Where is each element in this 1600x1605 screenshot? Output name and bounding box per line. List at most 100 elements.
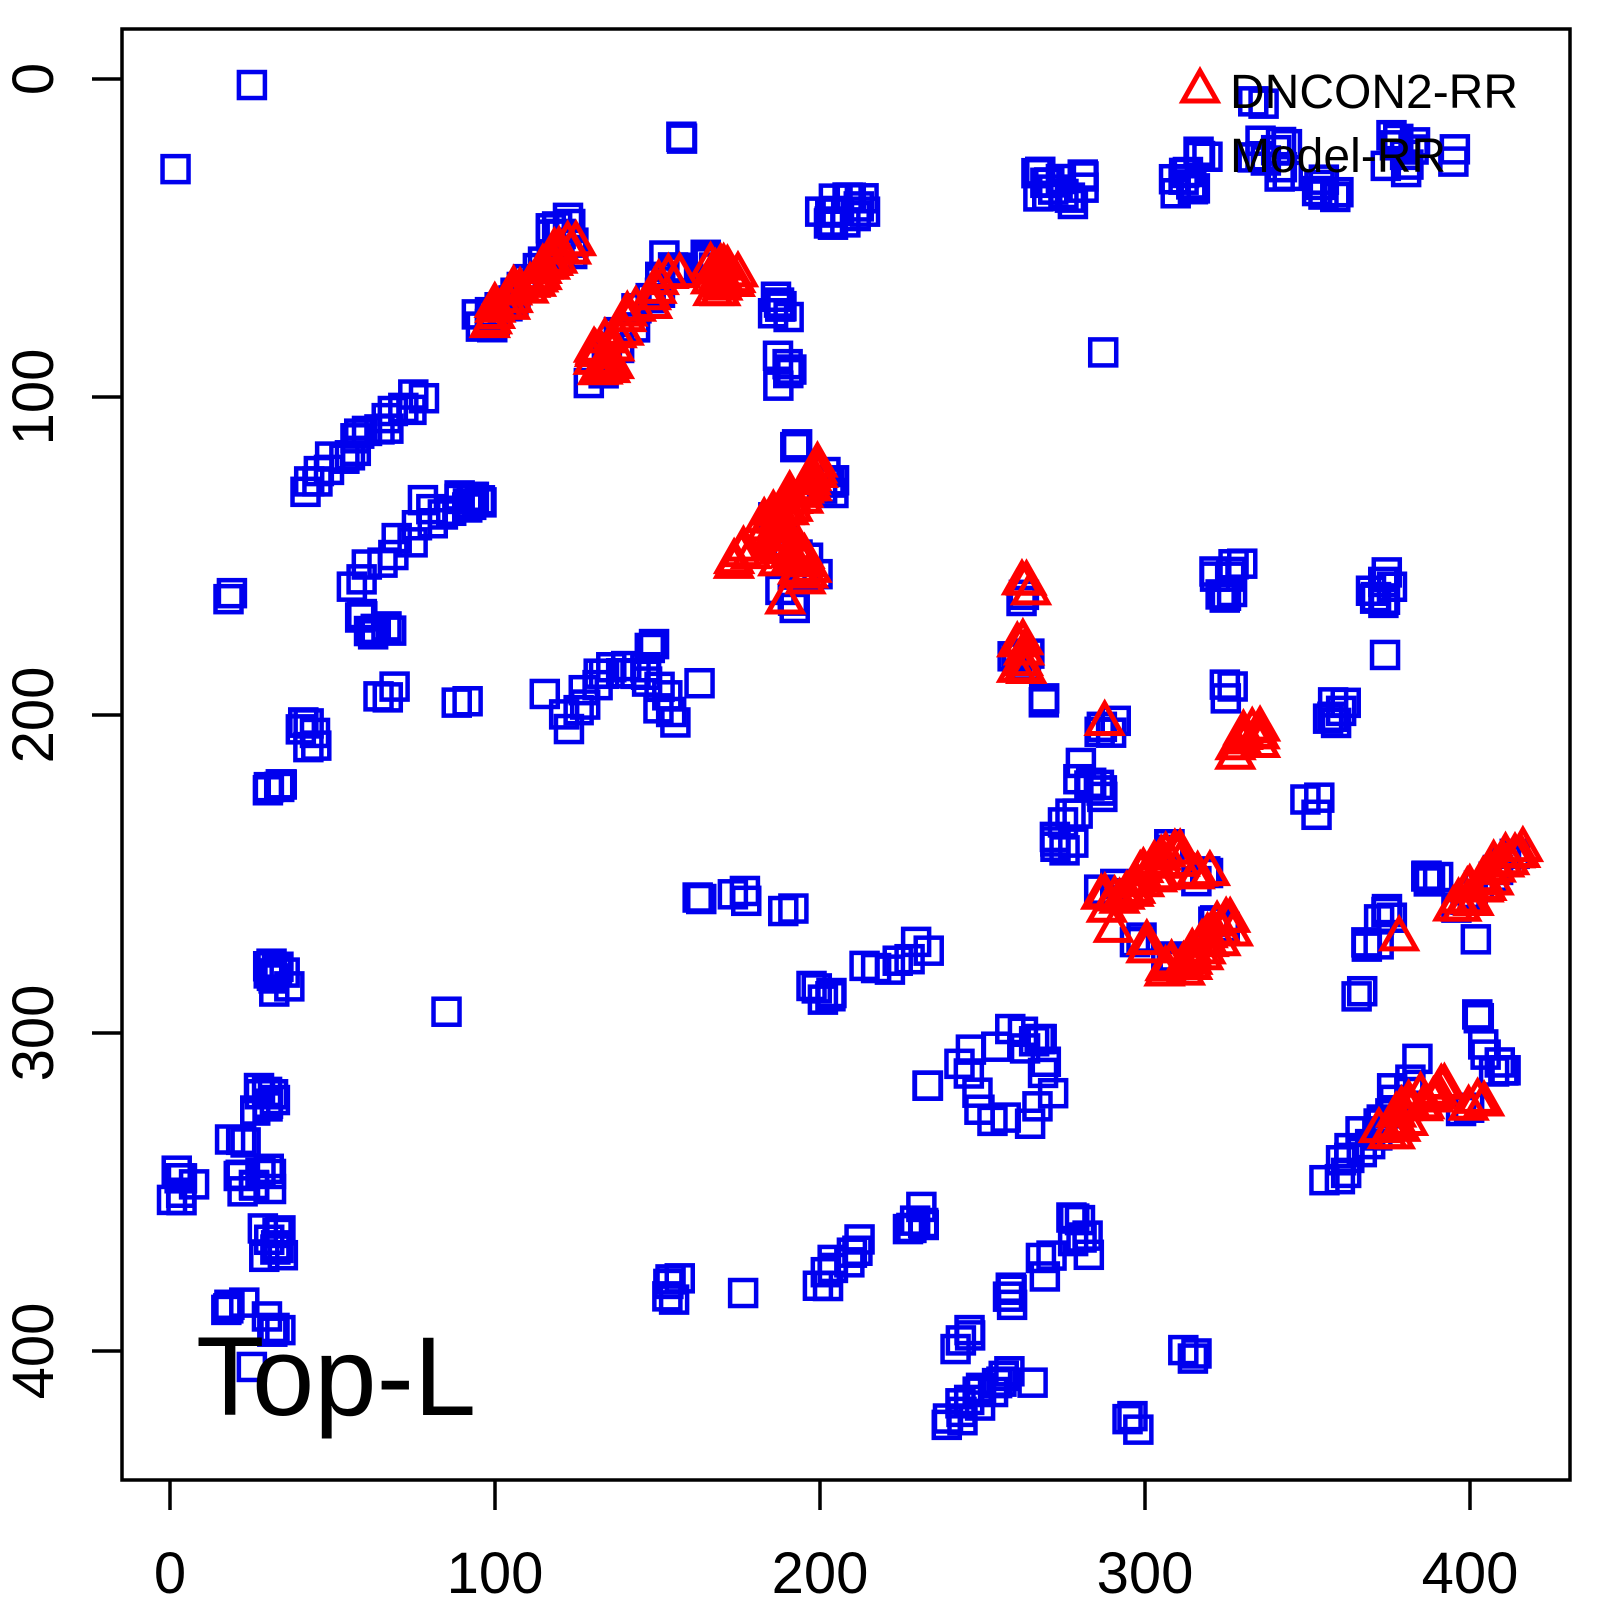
legend-square-icon [1184, 140, 1216, 172]
model-rr-point [1112, 1403, 1143, 1435]
model-rr-point [894, 943, 925, 975]
model-rr-point [763, 287, 795, 318]
model-rr-point [1368, 566, 1399, 598]
model-rr-point [658, 1284, 690, 1315]
model-rr-point [431, 996, 462, 1027]
model-rr-point [363, 681, 394, 712]
plot-border [120, 27, 1572, 1482]
dncon2-rr-point [578, 345, 621, 383]
model-rr-point [236, 1351, 268, 1383]
model-rr-point [638, 628, 670, 660]
model-rr-point [1317, 701, 1348, 733]
model-rr-point [236, 69, 268, 101]
legend-label-dncon2: DNCON2-RR [1230, 66, 1518, 119]
model-rr-point [563, 694, 594, 726]
model-rr-point [1414, 865, 1446, 897]
model-rr-point [1199, 556, 1230, 587]
model-rr-point [1484, 1047, 1516, 1078]
model-rr-point [1037, 174, 1069, 205]
model-rr-point [343, 418, 375, 449]
dncon2-rr-point [1002, 627, 1046, 666]
x-tick-label: 0 [154, 1541, 186, 1600]
model-rr-point [1064, 1204, 1096, 1236]
model-rr-point [260, 1230, 292, 1261]
model-rr-point [906, 1191, 937, 1223]
model-rr-point [1073, 1239, 1105, 1271]
y-tick-label: 300 [1, 985, 66, 1082]
dncon2-rr-point [1501, 824, 1545, 863]
dncon2-rr-point [784, 556, 827, 595]
y-tick-label: 0 [1, 63, 66, 95]
dncon2-rr-point [758, 526, 802, 565]
model-rr-point [435, 495, 467, 527]
model-rr-point [252, 950, 284, 982]
model-rr-point [1047, 807, 1079, 838]
model-rr-point [666, 123, 698, 154]
dncon2-rr-point [1125, 925, 1168, 964]
model-rr-point [1271, 128, 1303, 160]
model-rr-point [1177, 1343, 1209, 1374]
model-rr-point [1214, 561, 1246, 592]
model-rr-point [1168, 1334, 1199, 1366]
model-rr-point [214, 1289, 245, 1321]
model-rr-point [407, 484, 439, 516]
model-rr-point [986, 1366, 1017, 1397]
dncon2-rr-point [756, 538, 800, 577]
model-rr-point [1025, 1242, 1057, 1274]
model-rr-point [375, 615, 407, 646]
model-rr-point [1017, 1367, 1048, 1398]
model-rr-point [1309, 1164, 1340, 1196]
model-rr-point [757, 298, 789, 329]
model-rr-point [416, 493, 447, 525]
model-rr-point [996, 1289, 1028, 1321]
dncon2-rr-point [692, 268, 735, 307]
dncon2-rr-points-group [468, 218, 1545, 1150]
model-rr-point [763, 370, 794, 401]
model-rr-point [255, 1173, 287, 1205]
dncon2-rr-point [1158, 826, 1202, 865]
model-rr-point [995, 1272, 1027, 1303]
model-rr-point [913, 935, 944, 966]
dncon2-rr-point [1001, 617, 1045, 656]
dncon2-rr-point [1125, 917, 1169, 956]
dncon2-rr-point [1083, 698, 1126, 736]
model-rr-point [261, 954, 293, 986]
model-rr-point [1029, 1261, 1061, 1292]
model-rr-point [161, 1155, 192, 1186]
dncon2-rr-point [1176, 849, 1219, 887]
dncon2-rr-point [1171, 937, 1214, 975]
model-rr-point [1460, 924, 1492, 955]
model-rr-point [230, 1127, 261, 1158]
dncon2-rr-point [1423, 1061, 1466, 1099]
model-rr-point [655, 696, 687, 728]
model-rr-point [293, 708, 324, 739]
model-rr-point [529, 678, 561, 710]
legend-triangle-icon [1178, 65, 1222, 104]
x-tick-label: 200 [772, 1541, 869, 1600]
model-rr-point [945, 1325, 977, 1356]
y-axis-ticks: 0 100 200 300 400 [1, 63, 122, 1399]
model-rr-point [1411, 860, 1442, 891]
model-rr-point [1066, 1222, 1097, 1253]
model-rr-point [269, 957, 300, 988]
model-rr-point [1056, 1202, 1087, 1233]
model-rr-point [1490, 1055, 1521, 1086]
model-rr-point [293, 731, 324, 763]
dncon2-rr-point [1005, 646, 1048, 684]
model-rr-point [588, 658, 620, 690]
model-rr-point [1238, 86, 1269, 117]
model-rr-point [1438, 146, 1469, 177]
model-rr-point [1308, 179, 1339, 210]
model-rr-point [398, 379, 429, 410]
model-rr-point [992, 1281, 1024, 1312]
model-rr-point [653, 1268, 684, 1300]
model-rr-point [844, 1224, 875, 1255]
model-rr-point [762, 340, 794, 372]
dncon2-rr-point [554, 218, 598, 257]
dncon2-rr-point [537, 224, 581, 262]
dncon2-rr-point [1447, 1083, 1490, 1121]
model-rr-point [1341, 981, 1372, 1012]
model-rr-point [211, 1294, 242, 1326]
